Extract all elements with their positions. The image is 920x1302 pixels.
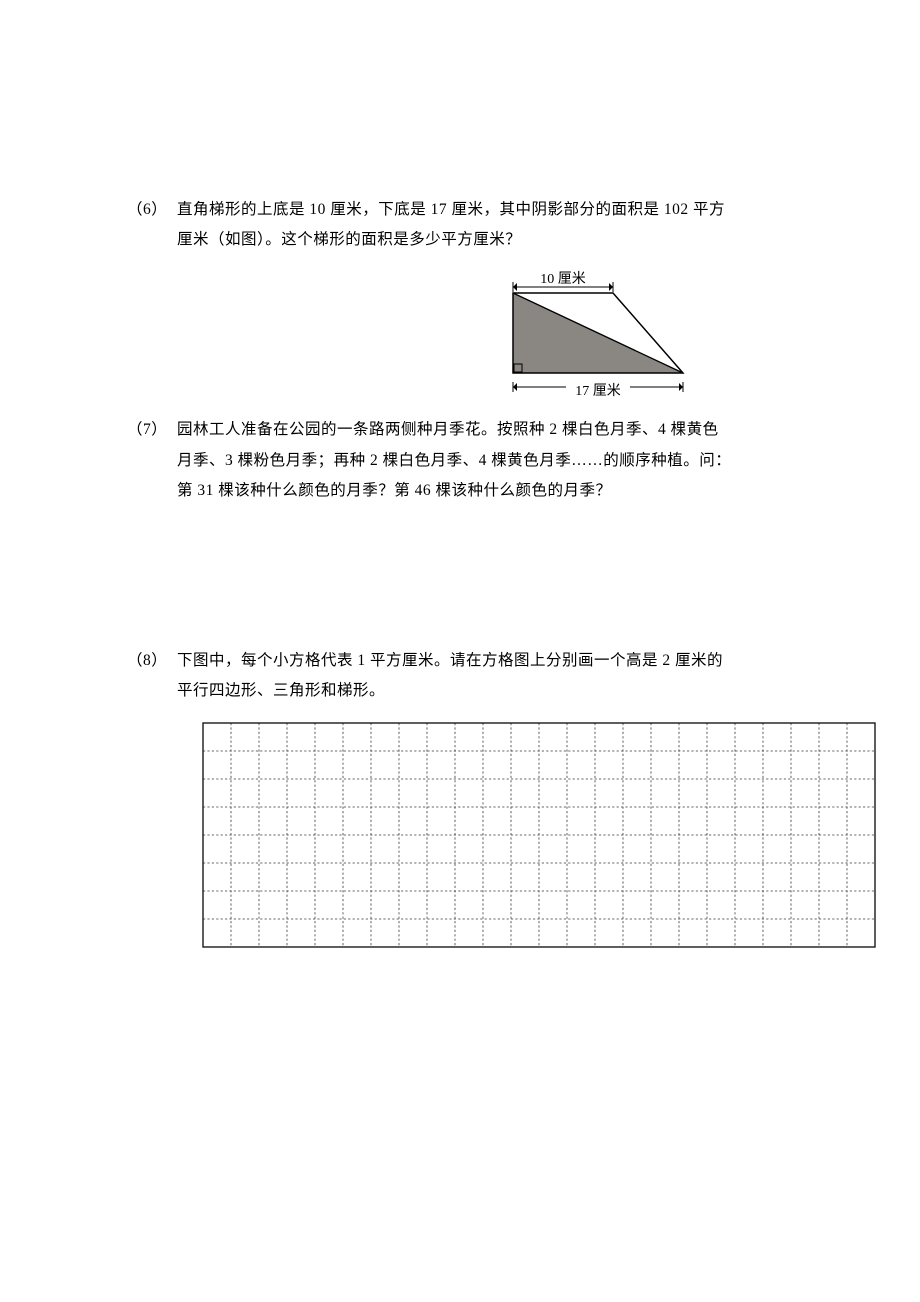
problem-6: （6） 直角梯形的上底是 10 厘米，下底是 17 厘米，其中阴影部分的面积是 … <box>127 195 808 405</box>
problem-7: （7） 园林工人准备在公园的一条路两侧种月季花。按照种 2 棵白色月季、4 棵黄… <box>127 415 808 506</box>
svg-text:17 厘米: 17 厘米 <box>575 383 621 399</box>
page-container: （6） 直角梯形的上底是 10 厘米，下底是 17 厘米，其中阴影部分的面积是 … <box>0 0 920 1153</box>
problem-7-text2: 月季、3 棵粉色月季；再种 2 棵白色月季、4 棵黄色月季……的顺序种植。问： <box>177 446 808 476</box>
problem-8-number: （8） <box>127 646 177 676</box>
problem-8-text1: 下图中，每个小方格代表 1 平方厘米。请在方格图上分别画一个高是 2 厘米的 <box>177 646 808 676</box>
problem-6-text2: 厘米（如图）。这个梯形的面积是多少平方厘米？ <box>177 225 808 255</box>
problem-7-text1: 园林工人准备在公园的一条路两侧种月季花。按照种 2 棵白色月季、4 棵黄色 <box>177 415 808 445</box>
svg-text:10 厘米: 10 厘米 <box>540 271 586 287</box>
grid-figure-container <box>202 722 808 953</box>
grid-figure <box>202 722 876 948</box>
problem-6-number: （6） <box>127 195 177 225</box>
problem-8: （8） 下图中，每个小方格代表 1 平方厘米。请在方格图上分别画一个高是 2 厘… <box>127 646 808 952</box>
problem-7-text3: 第 31 棵该种什么颜色的月季？第 46 棵该种什么颜色的月季？ <box>177 476 808 506</box>
problem-8-text2: 平行四边形、三角形和梯形。 <box>177 676 808 706</box>
trapezoid-figure-container: 10 厘米 17 厘米 <box>127 265 808 405</box>
problem-6-text1: 直角梯形的上底是 10 厘米，下底是 17 厘米，其中阴影部分的面积是 102 … <box>177 195 808 225</box>
trapezoid-figure: 10 厘米 17 厘米 <box>498 265 698 405</box>
problem-7-line1: （7） 园林工人准备在公园的一条路两侧种月季花。按照种 2 棵白色月季、4 棵黄… <box>127 415 808 445</box>
problem-6-line1: （6） 直角梯形的上底是 10 厘米，下底是 17 厘米，其中阴影部分的面积是 … <box>127 195 808 225</box>
problem-7-number: （7） <box>127 415 177 445</box>
problem-8-line1: （8） 下图中，每个小方格代表 1 平方厘米。请在方格图上分别画一个高是 2 厘… <box>127 646 808 676</box>
